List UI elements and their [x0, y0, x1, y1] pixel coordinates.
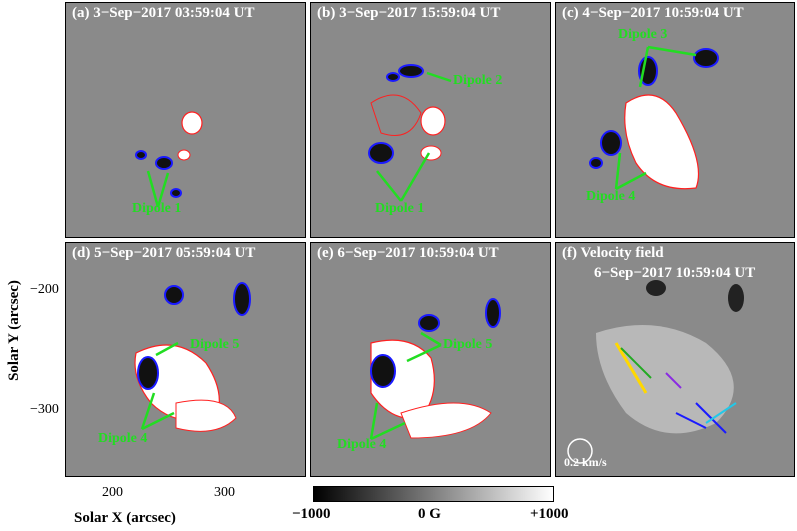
- velocity-field-map: [567, 280, 744, 464]
- magnetogram-b: [368, 64, 452, 202]
- magnetogram-d: [134, 282, 251, 432]
- panel-a: (a) 3−Sep−2017 03:59:04 UT Dipole 1: [65, 2, 306, 238]
- panel-b-title: (b) 3−Sep−2017 15:59:04 UT: [317, 5, 501, 21]
- panel-d-dipole-5: Dipole 5: [190, 337, 240, 352]
- panel-f-subtitle: 6−Sep−2017 10:59:04 UT: [594, 265, 756, 281]
- panel-b-dipole-1: Dipole 1: [375, 201, 425, 216]
- panel-d: (d) 5−Sep−2017 05:59:04 UT Dipole 5 Dipo…: [65, 242, 306, 477]
- colorbar-max: +1000: [530, 506, 569, 522]
- panel-d-dipole-4: Dipole 4: [98, 431, 148, 446]
- panel-a-dipole-1: Dipole 1: [132, 201, 182, 216]
- colorbar-mid: 0 G: [418, 506, 441, 522]
- x-tick-300: 300: [214, 485, 235, 500]
- panel-a-title: (a) 3−Sep−2017 03:59:04 UT: [72, 5, 255, 21]
- panel-b: (b) 3−Sep−2017 15:59:04 UT Dipole 2 Dipo…: [310, 2, 551, 238]
- panel-c-title: (c) 4−Sep−2017 10:59:04 UT: [562, 5, 744, 21]
- colorbar-min: −1000: [292, 506, 331, 522]
- y-axis-label: Solar Y (arcsec): [5, 280, 22, 381]
- panel-f-title: (f) Velocity field: [562, 245, 664, 261]
- panel-e-dipole-5: Dipole 5: [443, 337, 493, 352]
- x-axis-label: Solar X (arcsec): [74, 510, 176, 526]
- panel-c-dipole-4: Dipole 4: [586, 189, 636, 204]
- magnetogram-c: [589, 45, 719, 191]
- colorbar: [313, 486, 554, 502]
- magnetogram-a: [135, 111, 203, 208]
- panel-b-dipole-2: Dipole 2: [453, 73, 503, 88]
- panel-e: (e) 6−Sep−2017 10:59:04 UT Dipole 5 Dipo…: [310, 242, 551, 477]
- velocity-scale-label: 0.2 km/s: [564, 455, 607, 469]
- panel-e-title: (e) 6−Sep−2017 10:59:04 UT: [317, 245, 499, 261]
- panel-e-dipole-4: Dipole 4: [337, 437, 387, 452]
- y-tick-200: −200: [30, 282, 59, 297]
- y-tick-300: −300: [30, 402, 59, 417]
- panel-f: (f) Velocity field 6−Sep−2017 10:59:04 U…: [555, 242, 795, 477]
- panel-d-title: (d) 5−Sep−2017 05:59:04 UT: [72, 245, 256, 261]
- panel-c-dipole-3: Dipole 3: [618, 27, 668, 42]
- x-tick-200: 200: [102, 485, 123, 500]
- panel-c: (c) 4−Sep−2017 10:59:04 UT Dipole 3 Dipo…: [555, 2, 795, 238]
- magnetogram-e: [369, 298, 501, 441]
